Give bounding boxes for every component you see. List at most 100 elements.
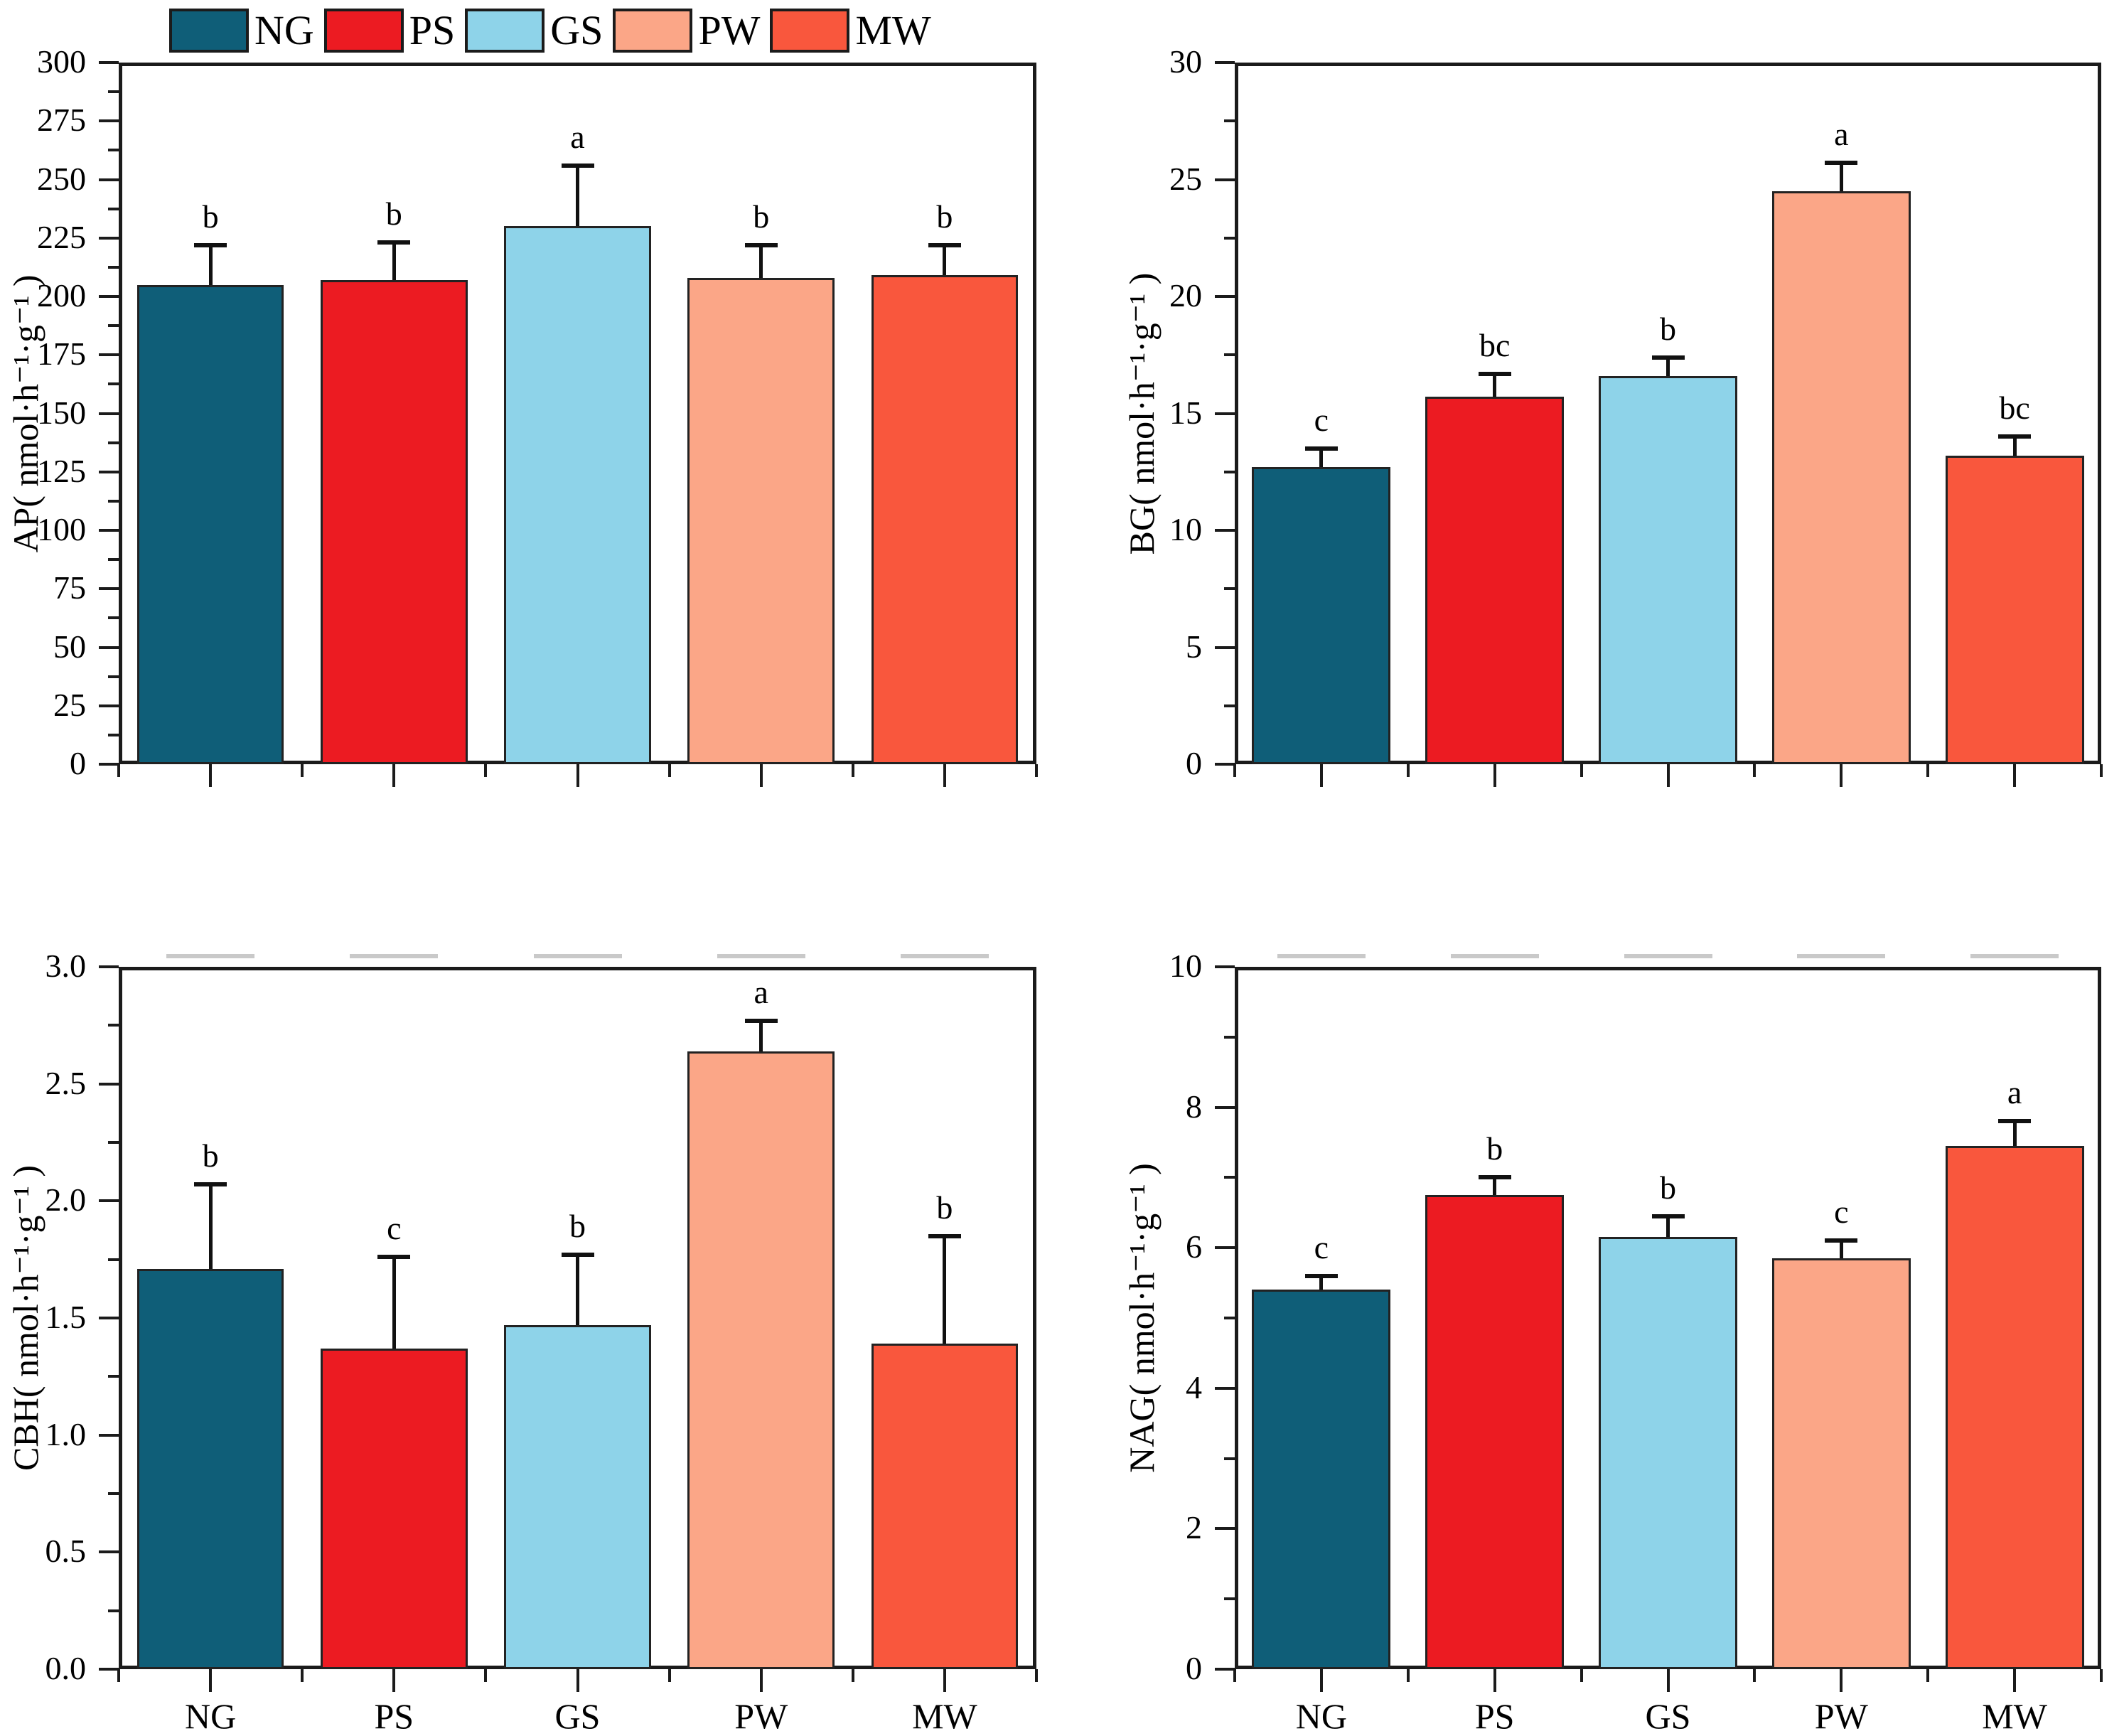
x-major-tick <box>1666 764 1670 787</box>
x-minor-tick <box>2100 764 2103 777</box>
y-tick-label: 200 <box>37 277 86 314</box>
y-major-tick <box>99 1550 119 1554</box>
x-major-tick <box>2013 1669 2017 1692</box>
top-dash-mark <box>1797 954 1886 958</box>
legend-swatch-mw <box>770 9 850 53</box>
y-minor-tick <box>1224 470 1235 473</box>
y-minor-tick <box>108 382 119 386</box>
x-category-label: MW <box>912 1696 977 1736</box>
top-dash-mark <box>533 954 622 958</box>
y-major-tick <box>1215 61 1235 64</box>
error-bar-cap <box>928 1233 961 1238</box>
error-bar-cap <box>1998 1119 2032 1124</box>
y-minor-tick <box>108 1024 119 1027</box>
legend-swatch-ng <box>169 9 249 53</box>
x-major-tick <box>1493 764 1496 787</box>
error-bar-cap <box>561 163 594 168</box>
x-minor-tick <box>667 764 671 777</box>
y-tick-label: 20 <box>1169 277 1202 314</box>
x-minor-tick <box>301 764 304 777</box>
x-major-tick <box>1319 764 1323 787</box>
error-bar-cap <box>928 242 961 247</box>
y-major-tick <box>99 1082 119 1086</box>
error-bar <box>943 245 947 276</box>
y-major-tick <box>99 965 119 968</box>
x-minor-tick <box>1035 1669 1038 1682</box>
x-major-tick <box>1840 764 1843 787</box>
y-major-tick <box>99 645 119 649</box>
bar-ps <box>1425 1195 1565 1669</box>
error-bar <box>1319 448 1324 468</box>
top-dash-mark <box>1450 954 1539 958</box>
legend-label: PS <box>409 7 456 53</box>
top-dash-mark <box>717 954 805 958</box>
y-tick-label: 50 <box>53 628 86 665</box>
x-minor-tick <box>1926 764 1930 777</box>
y-minor-tick <box>108 675 119 678</box>
x-minor-tick <box>1233 1669 1236 1682</box>
x-category-label: PS <box>1474 1696 1515 1736</box>
y-major-tick <box>1215 1105 1235 1109</box>
top-dash-mark <box>900 954 989 958</box>
x-major-tick <box>209 1669 213 1692</box>
y-minor-tick <box>108 441 119 444</box>
y-minor-tick <box>108 1609 119 1612</box>
y-minor-tick <box>108 149 119 152</box>
error-bar <box>1666 1216 1670 1238</box>
bar-gs <box>504 226 651 764</box>
error-bar-cap <box>377 1255 411 1260</box>
error-bar <box>759 245 763 278</box>
error-bar-cap <box>1998 434 2032 439</box>
bar-ng <box>136 1268 284 1669</box>
y-major-tick <box>99 1199 119 1203</box>
x-minor-tick <box>484 764 488 777</box>
significance-letter: c <box>1314 401 1329 438</box>
error-bar <box>1319 1275 1324 1290</box>
y-minor-tick <box>1224 1176 1235 1179</box>
y-major-tick <box>1215 965 1235 968</box>
legend-swatch-gs <box>465 9 545 53</box>
x-major-tick <box>209 764 213 787</box>
bar-ps <box>321 279 468 764</box>
x-minor-tick <box>1753 1669 1756 1682</box>
y-minor-tick <box>108 1375 119 1378</box>
y-major-tick <box>99 236 119 240</box>
error-bar <box>2012 1121 2017 1146</box>
significance-letter: c <box>1314 1228 1329 1265</box>
error-bar-cap <box>1825 1238 1858 1243</box>
error-bar-cap <box>744 1018 778 1023</box>
bar-mw <box>871 275 1019 764</box>
y-tick-label: 6 <box>1186 1228 1202 1265</box>
y-tick-label: 100 <box>37 511 86 547</box>
y-tick-label: 4 <box>1186 1368 1202 1405</box>
y-tick-label: 0 <box>1186 745 1202 781</box>
y-major-tick <box>1215 1527 1235 1531</box>
y-major-tick <box>1215 529 1235 532</box>
x-major-tick <box>943 1669 946 1692</box>
significance-letter: b <box>753 198 770 235</box>
bar-ng <box>136 284 284 764</box>
error-bar <box>392 1257 396 1349</box>
x-category-label: GS <box>1645 1696 1691 1736</box>
error-bar <box>2012 436 2017 456</box>
y-tick-label: 2.5 <box>45 1064 87 1101</box>
y-tick-label: 5 <box>1186 628 1202 665</box>
y-major-tick <box>99 353 119 357</box>
y-tick-label: 75 <box>53 569 86 606</box>
x-minor-tick <box>1579 1669 1583 1682</box>
legend-swatch-ps <box>323 9 404 53</box>
bar-ng <box>1252 1290 1391 1669</box>
bar-pw <box>1771 191 1911 764</box>
x-major-tick <box>1493 1669 1496 1692</box>
y-tick-label: 1.5 <box>45 1299 87 1335</box>
legend-item-gs: GS <box>465 9 613 53</box>
error-bar <box>208 1184 213 1269</box>
significance-letter: b <box>1660 310 1676 347</box>
error-bar <box>1839 1241 1843 1258</box>
x-minor-tick <box>1926 1669 1930 1682</box>
y-minor-tick <box>108 324 119 328</box>
error-bar <box>1839 163 1843 191</box>
x-category-label: GS <box>554 1696 601 1736</box>
x-minor-tick <box>1233 764 1236 777</box>
legend: NG PS GS PW MW <box>169 9 941 53</box>
